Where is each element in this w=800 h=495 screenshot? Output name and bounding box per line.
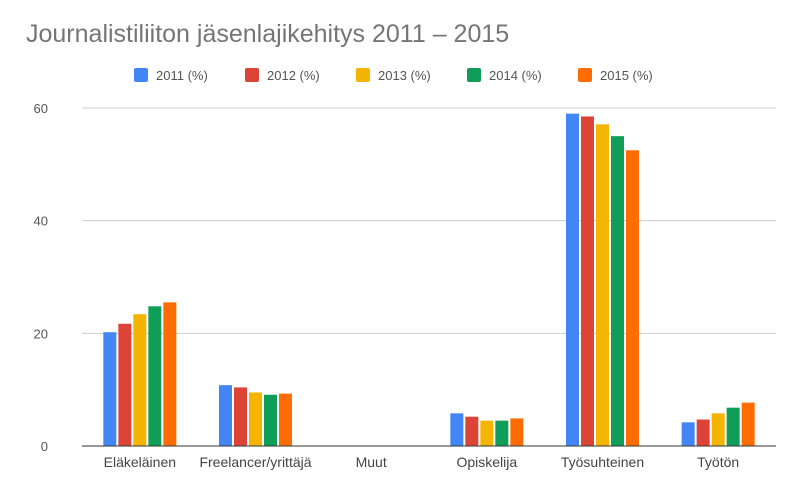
bar-opiskelija-2012 [465, 416, 479, 446]
bar-eläkeläinen-2015 [163, 302, 177, 446]
y-tick-label: 60 [34, 101, 48, 116]
legend-label: 2015 (%) [600, 67, 653, 83]
bar-työtön-2012 [696, 419, 710, 446]
y-tick-label: 40 [34, 214, 48, 229]
bar-freelancer-yrittäjä-2015 [279, 393, 292, 446]
x-tick-label: Työsuhteinen [561, 454, 644, 470]
bar-opiskelija-2015 [510, 418, 524, 446]
x-axis-ticks: Eläkeläinen Freelancer/yrittäjä Muut Opiske… [104, 454, 740, 470]
legend-item: 2012 (%) [245, 64, 320, 86]
legend-item: 2013 (%) [356, 64, 431, 86]
bar-työsuhteinen-2013 [596, 124, 609, 446]
gridlines [82, 107, 776, 334]
legend-item: 2015 (%) [578, 64, 653, 86]
bars [103, 113, 755, 446]
y-tick-label: 20 [34, 326, 48, 341]
y-axis-ticks: 0 20 40 60 [34, 101, 48, 454]
bar-työsuhteinen-2011 [566, 113, 579, 446]
chart-legend: 2011 (%) 2012 (%) 2013 (%) 2014 (%) 2015 (%) [0, 64, 800, 86]
bar-työsuhteinen-2015 [626, 150, 639, 446]
legend-label: 2011 (%) [156, 67, 208, 83]
bar-freelancer-yrittäjä-2014 [264, 394, 277, 446]
bar-opiskelija-2013 [480, 420, 494, 446]
legend-swatch [134, 68, 148, 82]
bar-työtön-2015 [741, 402, 755, 446]
legend-item: 2014 (%) [467, 64, 542, 86]
legend-swatch [245, 68, 259, 82]
bar-työtön-2013 [711, 413, 725, 446]
bar-työtön-2011 [681, 422, 695, 446]
legend-item: 2011 (%) [134, 64, 208, 86]
bar-työtön-2014 [726, 407, 740, 446]
legend-label: 2013 (%) [378, 67, 431, 83]
legend-swatch [467, 68, 481, 82]
bar-eläkeläinen-2012 [118, 323, 132, 446]
legend-swatch [356, 68, 370, 82]
bar-eläkeläinen-2011 [103, 332, 117, 446]
bar-työsuhteinen-2014 [611, 136, 624, 446]
bar-freelancer-yrittäjä-2012 [234, 387, 247, 446]
bar-eläkeläinen-2013 [133, 314, 147, 446]
x-tick-label: Eläkeläinen [104, 454, 176, 470]
x-tick-label: Työtön [697, 454, 739, 470]
bar-opiskelija-2011 [450, 413, 464, 446]
legend-label: 2014 (%) [489, 67, 542, 83]
legend-label: 2012 (%) [267, 67, 320, 83]
legend-swatch [578, 68, 592, 82]
bar-freelancer-yrittäjä-2013 [249, 392, 262, 446]
bar-opiskelija-2014 [495, 420, 509, 446]
bar-freelancer-yrittäjä-2011 [219, 385, 232, 446]
x-tick-label: Muut [356, 454, 387, 470]
bar-eläkeläinen-2014 [148, 306, 162, 446]
x-tick-label: Freelancer/yrittäjä [199, 454, 311, 470]
bar-työsuhteinen-2012 [581, 116, 594, 446]
x-tick-label: Opiskelija [456, 454, 517, 470]
y-tick-label: 0 [41, 439, 48, 454]
chart-title: Journalistiliiton jäsenlajikehitys 2011 … [26, 20, 510, 48]
